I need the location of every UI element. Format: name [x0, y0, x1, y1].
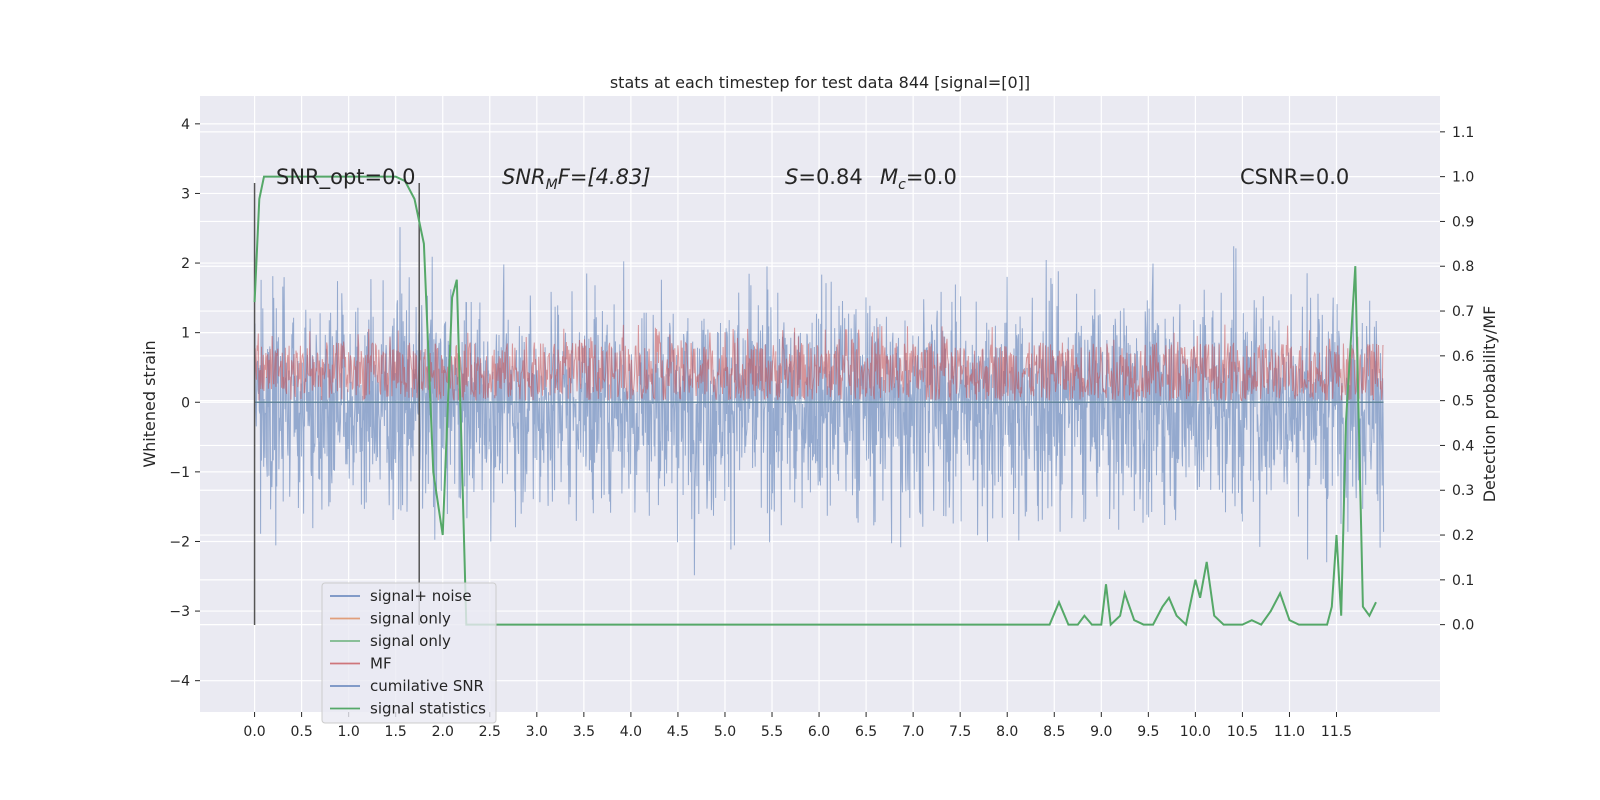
x-tick-label: 4.5: [667, 724, 689, 740]
x-tick-label: 11.0: [1274, 724, 1305, 740]
x-tick-label: 1.5: [385, 724, 407, 740]
legend-label: signal+ noise: [370, 587, 472, 605]
y2-tick-label: 0.8: [1452, 259, 1474, 275]
y2-tick-label: 0.3: [1452, 483, 1474, 499]
x-tick-label: 4.0: [620, 724, 642, 740]
x-tick-label: 9.5: [1137, 724, 1159, 740]
y-axis-label: Whitened strain: [140, 340, 159, 467]
x-tick-label: 5.0: [714, 724, 736, 740]
legend-box: [321, 582, 497, 724]
series-mf: [254, 324, 1384, 402]
y2-axis-label: Detection probability/MF: [1480, 306, 1499, 503]
x-tick-label: 7.0: [902, 724, 924, 740]
x-tick-label: 3.0: [526, 724, 548, 740]
y-tick-label: −1: [169, 465, 190, 481]
x-tick-label: 1.0: [338, 724, 360, 740]
signal-statistics-line: [253, 175, 1377, 627]
y2-tick-label: 0.0: [1452, 618, 1474, 634]
legend-items: signal+ noise signal only signal only MF cum…: [330, 587, 486, 718]
y2-tick-label: 0.6: [1452, 349, 1474, 365]
x-tick-label: 5.5: [761, 724, 783, 740]
y2-tick-label: 0.7: [1452, 304, 1474, 320]
x-tick-label: 2.5: [479, 724, 501, 740]
annotation-mc-sub: c: [898, 177, 906, 193]
annotation-snr-mf: SNRMF=[4.83]: [502, 165, 651, 193]
y2-tick-label: 0.5: [1452, 394, 1474, 410]
y-axis-ticks: −4 −3 −2 −1 0 1 2 3 4: [169, 117, 200, 690]
x-tick-label: 11.5: [1321, 724, 1352, 740]
x-tick-label: 9.0: [1090, 724, 1112, 740]
x-tick-label: 0.0: [243, 724, 265, 740]
y-tick-label: −4: [169, 674, 190, 690]
annotation-mc: Mc=0.0: [880, 165, 957, 193]
x-tick-label: 8.0: [996, 724, 1018, 740]
x-tick-label: 2.0: [432, 724, 454, 740]
y-tick-label: 4: [181, 117, 190, 133]
y-tick-label: −2: [169, 534, 190, 550]
mf-line: [254, 324, 1384, 402]
x-tick-label: 10.5: [1227, 724, 1258, 740]
y2-tick-label: 0.1: [1452, 573, 1474, 589]
annotation-snr-mf-base: SNR: [502, 165, 546, 189]
annotation-snr-mf-rest: F=[4.83]: [558, 165, 651, 189]
legend-label: signal only: [370, 610, 451, 628]
legend-label: signal statistics: [370, 700, 486, 718]
y-tick-label: −3: [169, 604, 190, 620]
legend-label: cumilative SNR: [370, 677, 484, 695]
x-tick-label: 6.0: [808, 724, 830, 740]
y-tick-label: 2: [181, 256, 190, 272]
annotation-snr-mf-sub: M: [546, 177, 558, 193]
x-tick-label: 0.5: [290, 724, 312, 740]
vertical-markers: [253, 183, 420, 625]
chart-title: stats at each timestep for test data 844…: [610, 73, 1030, 92]
y-tick-label: 0: [181, 395, 190, 411]
x-tick-label: 6.5: [855, 724, 877, 740]
y2-tick-label: 1.1: [1452, 125, 1474, 141]
annotation-csnr: CSNR=0.0: [1240, 165, 1349, 189]
legend-label: MF: [370, 655, 392, 673]
annotation-mc-val: =0.0: [906, 165, 957, 189]
x-tick-label: 10.0: [1180, 724, 1211, 740]
annotation-s: S=0.84: [785, 165, 863, 189]
legend: signal+ noise signal only signal only MF cum…: [321, 582, 497, 724]
y2-tick-label: 1.0: [1452, 170, 1474, 186]
annotation-s-val: =0.84: [798, 165, 862, 189]
annotation-mc-var: M: [880, 165, 898, 189]
x-tick-label: 3.5: [573, 724, 595, 740]
y2-axis-ticks: 0.0 0.1 0.2 0.3 0.4 0.5 0.6 0.7 0.8 0.9 1.0 1.1: [1440, 125, 1474, 634]
annotation-s-var: S: [785, 165, 798, 189]
x-tick-label: 8.5: [1043, 724, 1065, 740]
y2-tick-label: 0.4: [1452, 438, 1474, 454]
y-tick-label: 3: [181, 186, 190, 202]
y2-tick-label: 0.9: [1452, 214, 1474, 230]
x-tick-label: 7.5: [949, 724, 971, 740]
x-axis-ticks: 0.0 0.5 1.0 1.5 2.0 2.5 3.0 3.5 4.0 4.5 5.0 5.5 6.0 6…: [243, 712, 1352, 740]
y-tick-label: 1: [181, 326, 190, 342]
y2-tick-label: 0.2: [1452, 528, 1474, 544]
annotation-snr-opt: SNR_opt=0.0: [276, 165, 416, 190]
legend-label: signal only: [370, 632, 451, 650]
series-signal-statistics: [253, 175, 1377, 627]
